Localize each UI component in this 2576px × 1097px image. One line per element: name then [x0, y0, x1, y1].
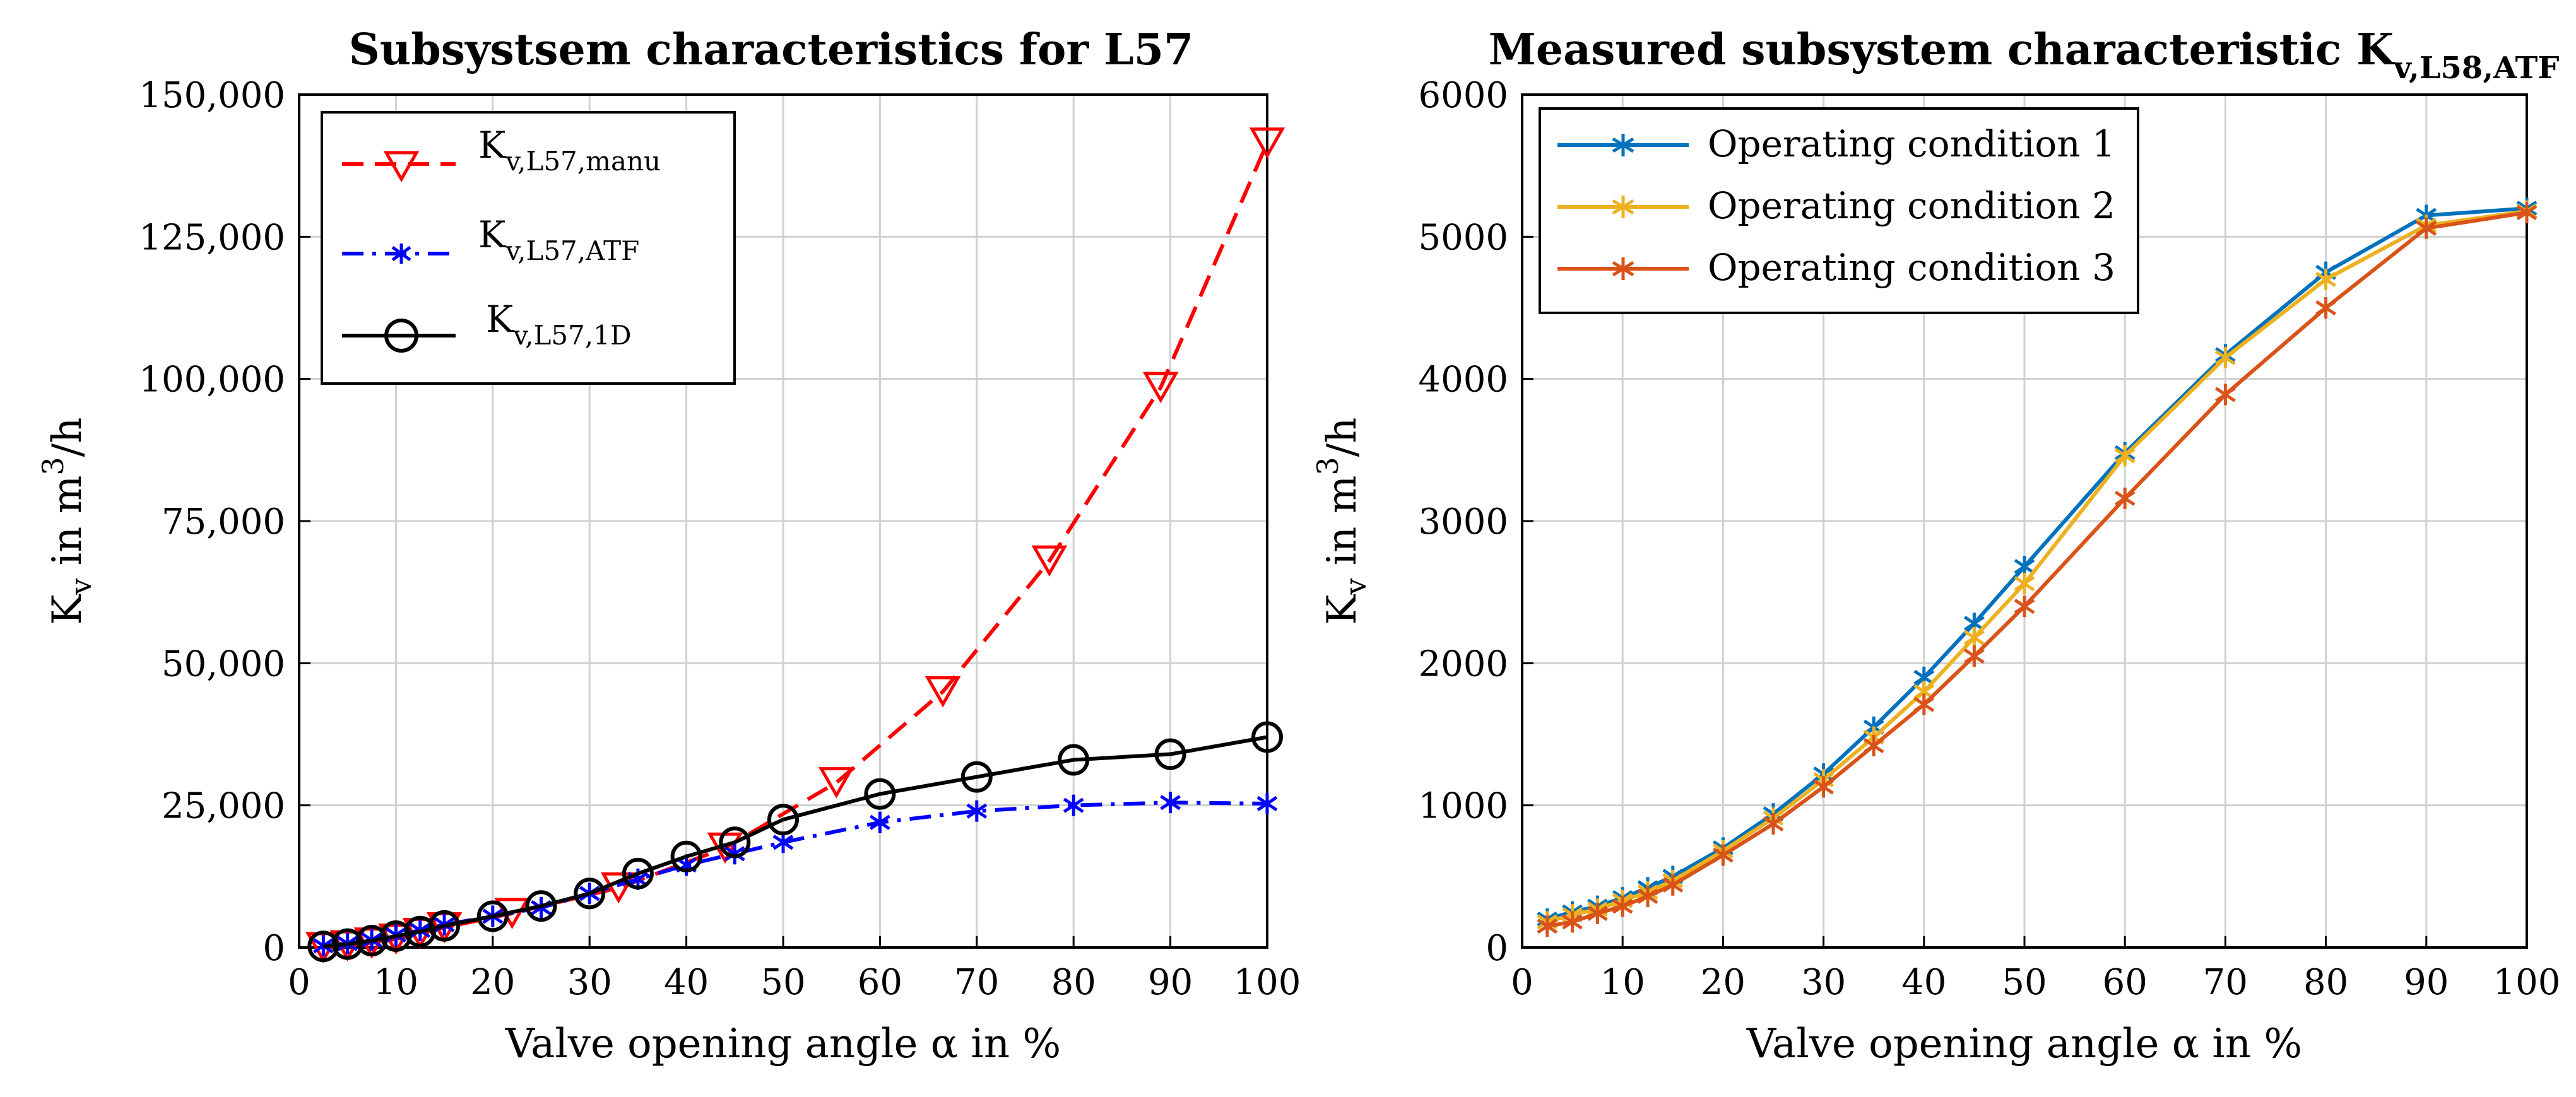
right-ylabel-sub: v [1338, 578, 1373, 595]
right-title-sub: v,L58,ATF [2393, 50, 2559, 86]
right-ylabel-main: K [1319, 594, 1366, 625]
figure: Subsystsem characteristics for L57 0 10 20… [0, 0, 2576, 1097]
x-tick-label: 30 [567, 962, 612, 1003]
x-tick-label: 30 [1801, 962, 1846, 1003]
x-tick-label: 0 [288, 962, 310, 1003]
y-tick-label: 0 [1486, 928, 1508, 969]
x-tick-label: 50 [760, 962, 805, 1003]
x-tick-label: 70 [954, 962, 999, 1003]
x-tick-label: 40 [1901, 962, 1946, 1003]
left-ylabel-main: K [44, 594, 91, 625]
y-tick-label: 0 [263, 928, 285, 969]
y-tick-label: 75,000 [162, 502, 285, 543]
left-chart-title: Subsystsem characteristics for L57 [349, 25, 1194, 75]
x-tick-label: 60 [858, 962, 902, 1003]
y-tick-label: 100,000 [139, 360, 285, 401]
left-x-axis-label: Valve opening angle α in % [505, 1021, 1061, 1067]
right-x-axis-label: Valve opening angle α in % [1746, 1021, 2302, 1067]
x-tick-label: 100 [1234, 962, 1301, 1003]
x-tick-label: 70 [2203, 962, 2248, 1003]
legend-label-cond3: Operating condition 3 [1708, 246, 2115, 289]
y-tick-label: 25,000 [162, 786, 285, 827]
right-title-main: Measured subsystem characteristic K [1489, 25, 2396, 75]
legend-label-cond1: Operating condition 1 [1708, 122, 2115, 165]
y-tick-label: 2000 [1418, 643, 1508, 684]
x-tick-label: 0 [1511, 962, 1533, 1003]
left-ylabel-sub: v [64, 578, 98, 595]
y-tick-label: 125,000 [139, 217, 285, 258]
left-legend: Kv,L57,manu Kv,L57,ATF Kv,L57,1D [322, 112, 735, 384]
x-tick-label: 80 [2303, 962, 2348, 1003]
x-tick-label: 80 [1051, 962, 1096, 1003]
legend-label-cond2: Operating condition 2 [1708, 184, 2115, 227]
right-ylabel-exp: 3 [1311, 457, 1345, 475]
x-tick-label: 90 [2404, 962, 2449, 1003]
right-ylabel-tail: /h [1319, 418, 1366, 457]
y-tick-label: 1000 [1418, 786, 1508, 827]
left-ylabel-unit: in m [44, 476, 91, 578]
y-tick-label: 5000 [1418, 217, 1508, 258]
right-legend: Operating condition 1 Operating conditio… [1540, 109, 2138, 313]
x-tick-label: 90 [1148, 962, 1193, 1003]
y-tick-label: 6000 [1418, 75, 1508, 116]
x-tick-label: 50 [2002, 962, 2047, 1003]
left-ylabel-tail: /h [44, 418, 91, 457]
x-tick-label: 60 [2103, 962, 2148, 1003]
x-tick-label: 20 [1701, 962, 1746, 1003]
x-tick-label: 10 [374, 962, 418, 1003]
y-tick-label: 4000 [1418, 360, 1508, 401]
y-tick-label: 3000 [1418, 502, 1508, 543]
y-tick-label: 50,000 [162, 643, 285, 684]
right-ylabel-unit: in m [1319, 476, 1366, 578]
x-tick-label: 10 [1600, 962, 1645, 1003]
x-tick-label: 40 [664, 962, 709, 1003]
left-ylabel-exp: 3 [36, 457, 70, 475]
y-tick-label: 150,000 [139, 75, 285, 116]
x-tick-label: 20 [470, 962, 515, 1003]
x-tick-label: 100 [2493, 962, 2561, 1003]
